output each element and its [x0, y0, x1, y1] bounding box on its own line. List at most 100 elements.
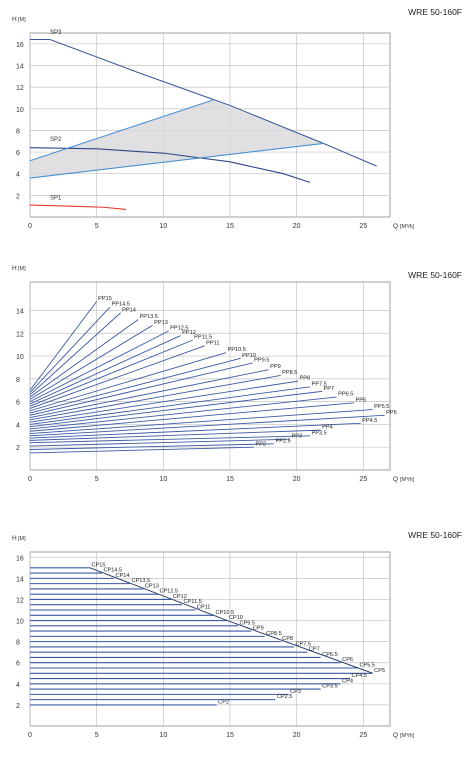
x-tick-label: 20 — [293, 223, 301, 230]
chart-3: 0 5 10 15 20 25 2 4 6 8 10 12 14 16 H [M] Q [M³/h] WRE 50-… — [12, 530, 462, 739]
series-label-cp4: CP4 — [342, 678, 353, 684]
series-label-cp8: CP8 — [282, 636, 293, 642]
model-label: WRE 50-160F — [408, 270, 462, 280]
curve-pp11 — [29, 345, 205, 409]
series-label-pp9.5: PP9.5 — [254, 357, 269, 363]
series-label-pp3: PP3 — [292, 434, 303, 440]
y-tick-label: 14 — [16, 63, 24, 70]
curve-sp2 — [29, 147, 311, 183]
series-label-pp3.5: PP3.5 — [312, 430, 327, 436]
x-tick-label: 5 — [95, 223, 99, 230]
curve-sp1 — [29, 204, 127, 210]
x-tick-label: 25 — [359, 732, 367, 739]
series-label-pp7.5: PP7.5 — [312, 381, 327, 387]
series-label-cp5: CP5 — [374, 668, 385, 674]
curve-pp5 — [29, 414, 385, 437]
region-boundary-line — [29, 99, 213, 162]
x-tick-label: 15 — [226, 732, 234, 739]
series-label-pp13.5: PP13.5 — [140, 314, 158, 320]
x-axis-unit: [M³/h] — [400, 224, 415, 230]
series-label-sp1: SP1 — [50, 196, 62, 202]
series-label-sp3: SP3 — [50, 30, 62, 36]
series-label-cp14: CP14 — [116, 573, 130, 579]
series-label-pp9: PP9 — [270, 364, 281, 370]
y-tick-label: 2 — [16, 193, 20, 200]
y-tick-label: 12 — [16, 85, 24, 92]
y-axis-label: H — [12, 16, 17, 23]
curve-pp5.5 — [29, 409, 373, 434]
series-label-sp2: SP2 — [50, 137, 62, 143]
series-label-pp14.5: PP14.5 — [112, 302, 130, 308]
y-tick-label: 4 — [16, 172, 20, 179]
x-tick-label: 20 — [293, 476, 301, 483]
y-tick-label: 14 — [16, 308, 24, 315]
curve-pp7 — [29, 390, 323, 428]
series-label-cp14.5: CP14.5 — [104, 568, 123, 574]
curve-pp9 — [29, 369, 269, 419]
x-tick-label: 15 — [226, 223, 234, 230]
y-tick-label: 8 — [16, 640, 20, 647]
y-axis-unit: [M] — [18, 266, 26, 272]
series-label-pp11.5: PP11.5 — [194, 335, 212, 341]
y-axis-unit: [M] — [18, 536, 26, 542]
x-tick-label: 25 — [359, 223, 367, 230]
series-label-cp6: CP6 — [342, 657, 353, 663]
y-tick-label: 14 — [16, 576, 24, 583]
y-tick-label: 4 — [16, 682, 20, 689]
y-tick-label: 6 — [16, 400, 20, 407]
chart-1: 0 5 10 15 20 25 2 4 6 8 10 12 14 16 H [M] Q [M³/h] WRE 50-… — [12, 7, 462, 230]
series-label-pp10.5: PP10.5 — [228, 347, 246, 353]
x-axis-label: Q — [393, 223, 398, 230]
series-label-cp12.5: CP12.5 — [160, 589, 179, 595]
curve-pp3 — [29, 438, 291, 447]
y-tick-label: 8 — [16, 377, 20, 384]
y-tick-label: 2 — [16, 445, 20, 452]
series-label-pp15: PP15 — [98, 296, 112, 302]
series-label-pp2: PP2 — [256, 442, 267, 448]
max-curve-envelope — [89, 567, 373, 674]
operating-region — [30, 100, 324, 179]
curve-pp13.5 — [29, 319, 139, 398]
y-tick-label: 16 — [16, 555, 24, 562]
x-tick-label: 25 — [359, 476, 367, 483]
curve-pp8 — [29, 380, 299, 423]
y-tick-label: 10 — [16, 619, 24, 626]
y-axis-label: H — [12, 535, 17, 542]
curve-pp7.5 — [29, 386, 311, 425]
curve-pp15 — [29, 301, 98, 391]
series-label-pp8.5: PP8.5 — [282, 370, 297, 376]
x-tick-label: 5 — [95, 476, 99, 483]
curve-pp12 — [29, 335, 181, 405]
curve-pp4.5 — [29, 422, 361, 439]
y-tick-label: 4 — [16, 422, 20, 429]
x-axis-unit: [M³/h] — [400, 477, 415, 483]
series-label-cp3: CP3 — [290, 689, 301, 695]
x-tick-label: 0 — [28, 223, 32, 230]
curve-pp14 — [29, 312, 121, 396]
curve-pp11.5 — [29, 339, 193, 407]
curve-pp14.5 — [29, 306, 111, 393]
series-label-pp4: PP4 — [322, 425, 333, 431]
y-tick-label: 8 — [16, 128, 20, 135]
y-tick-label: 12 — [16, 331, 24, 338]
x-axis-unit: [M³/h] — [400, 733, 415, 739]
curve-pp6 — [29, 402, 355, 432]
y-tick-label: 10 — [16, 354, 24, 361]
series-label-cp2: CP2 — [218, 699, 229, 705]
series-label-pp10: PP10 — [242, 353, 256, 359]
series-label-cp11.5: CP11.5 — [184, 599, 202, 605]
series-label-cp7: CP7 — [309, 647, 320, 653]
chart-2: 0 5 10 15 20 25 2 4 6 8 10 12 14 H [M] Q [M³/h] WRE 50-16… — [12, 265, 462, 483]
series-label-cp15: CP15 — [92, 562, 106, 568]
series-label-pp12: PP12 — [182, 330, 196, 336]
y-tick-label: 6 — [16, 661, 20, 668]
region-boundary-line — [29, 142, 324, 179]
curve-pp3.5 — [29, 435, 311, 444]
y-tick-label: 2 — [16, 703, 20, 710]
series-label-cp10: CP10 — [229, 615, 243, 621]
x-tick-label: 0 — [28, 476, 32, 483]
curve-pp10 — [29, 357, 241, 414]
model-label: WRE 50-160F — [408, 530, 462, 540]
x-axis-label: Q — [393, 476, 398, 483]
series-label-pp14: PP14 — [122, 307, 136, 313]
